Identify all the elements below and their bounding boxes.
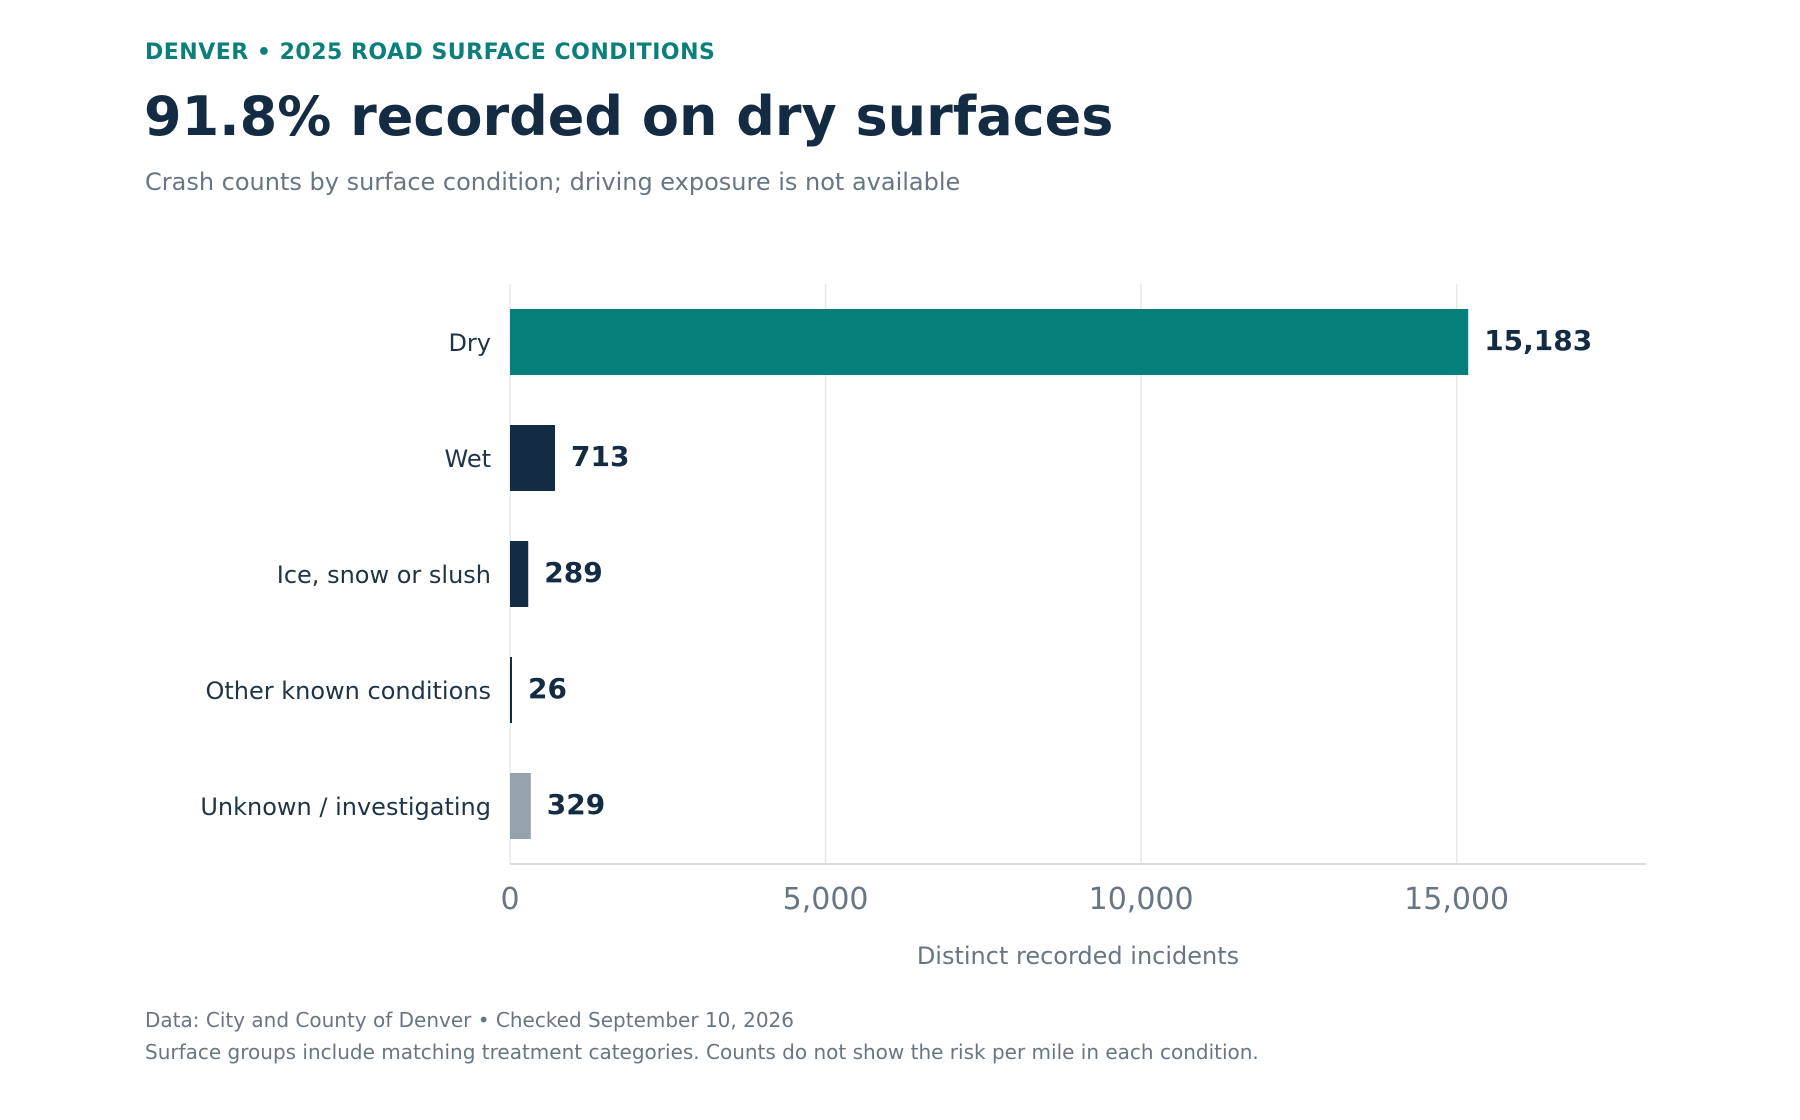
x-axis-title: Distinct recorded incidents <box>917 942 1239 970</box>
bar <box>510 425 555 491</box>
value-label: 15,183 <box>1484 324 1592 357</box>
category-label: Dry <box>448 329 491 357</box>
bar <box>510 541 529 607</box>
chart-title: 91.8% recorded on dry surfaces <box>144 85 1114 148</box>
chart-kicker: DENVER • 2025 ROAD SURFACE CONDITIONS <box>145 40 716 65</box>
x-tick-label: 0 <box>500 882 519 917</box>
x-tick-label: 10,000 <box>1089 882 1194 917</box>
source-note: Data: City and County of Denver • Checke… <box>145 1008 795 1032</box>
x-tick-label: 15,000 <box>1404 882 1509 917</box>
category-label: Ice, snow or slush <box>277 561 491 589</box>
category-label: Unknown / investigating <box>200 793 491 821</box>
footnote: Surface groups include matching treatmen… <box>145 1040 1259 1064</box>
value-label: 329 <box>547 788 605 821</box>
value-label: 713 <box>571 440 629 473</box>
value-label: 26 <box>528 672 567 705</box>
chart-subtitle: Crash counts by surface condition; drivi… <box>145 168 961 196</box>
value-label: 289 <box>544 556 602 589</box>
category-label: Wet <box>445 445 492 473</box>
bar <box>510 657 512 723</box>
category-label: Other known conditions <box>205 677 491 705</box>
x-tick-label: 5,000 <box>783 882 869 917</box>
bar <box>510 309 1469 375</box>
bar <box>510 773 531 839</box>
